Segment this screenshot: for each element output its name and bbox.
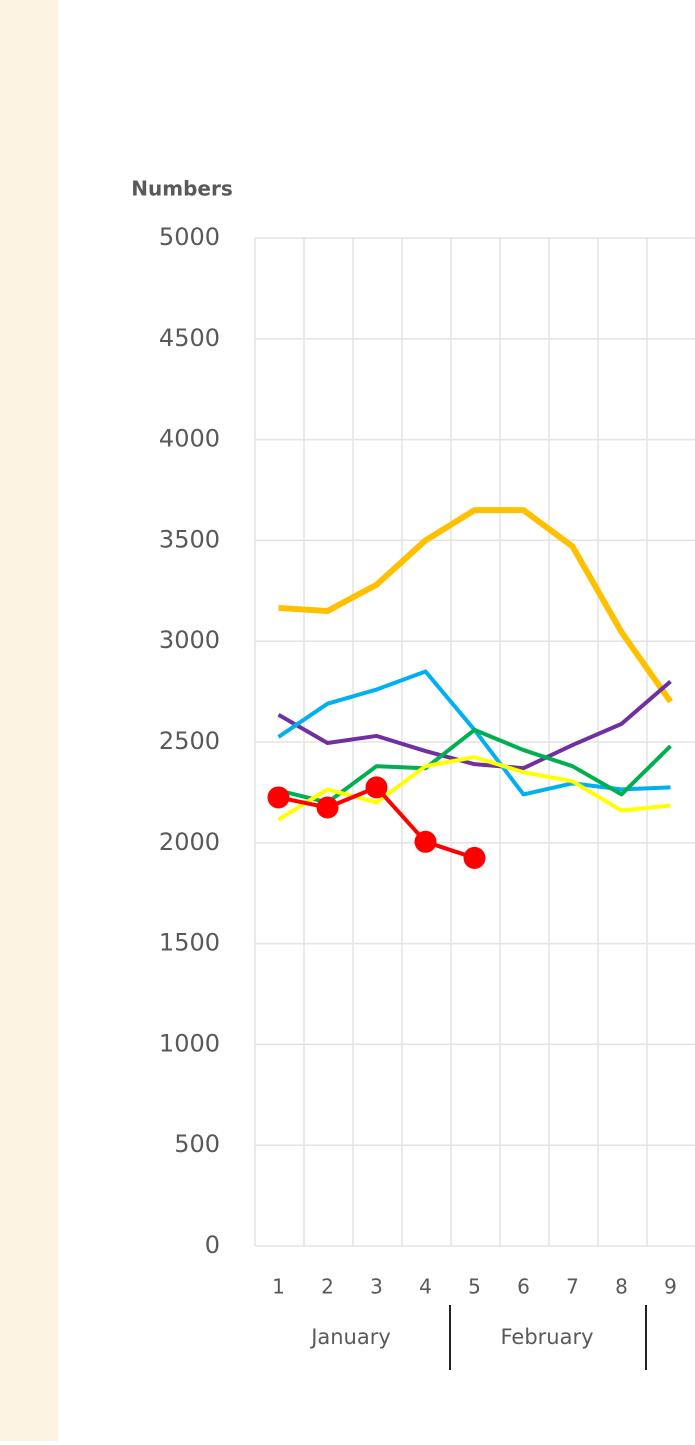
y-tick-label: 5000 [159,223,220,251]
series-line [278,507,673,704]
y-tick-label: 2500 [159,727,220,755]
side-strip [0,0,58,1441]
y-tick-label: 3500 [159,525,220,553]
y-tick-label: 500 [174,1130,220,1158]
x-tick-label: 4 [419,1275,432,1299]
series-marker [365,776,388,799]
y-tick-label: 0 [205,1231,220,1259]
x-tick-label: 8 [615,1275,628,1299]
series-line [277,669,671,797]
series-marker [414,830,437,853]
y-tick-label: 4000 [159,425,220,453]
x-tick-label: 5 [468,1275,481,1299]
x-tick-label: 2 [321,1275,334,1299]
y-axis-title: Numbers [131,177,232,201]
series-marker [316,796,339,819]
month-label: February [500,1325,593,1349]
x-tick-label: 3 [370,1275,383,1299]
y-tick-label: 4500 [159,324,220,352]
x-tick-label: 9 [664,1275,677,1299]
series-line [278,727,672,805]
series-line [277,680,672,771]
month-label: January [309,1325,391,1349]
series-line [277,755,671,822]
y-tick-label: 1000 [159,1029,220,1057]
y-tick-label: 2000 [159,828,220,856]
y-tick-label: 1500 [159,929,220,957]
x-tick-label: 1 [272,1275,285,1299]
x-tick-label: 7 [566,1275,579,1299]
y-tick-label: 3000 [159,626,220,654]
series-marker [267,786,290,809]
series-marker [463,846,486,869]
x-tick-label: 6 [517,1275,530,1299]
